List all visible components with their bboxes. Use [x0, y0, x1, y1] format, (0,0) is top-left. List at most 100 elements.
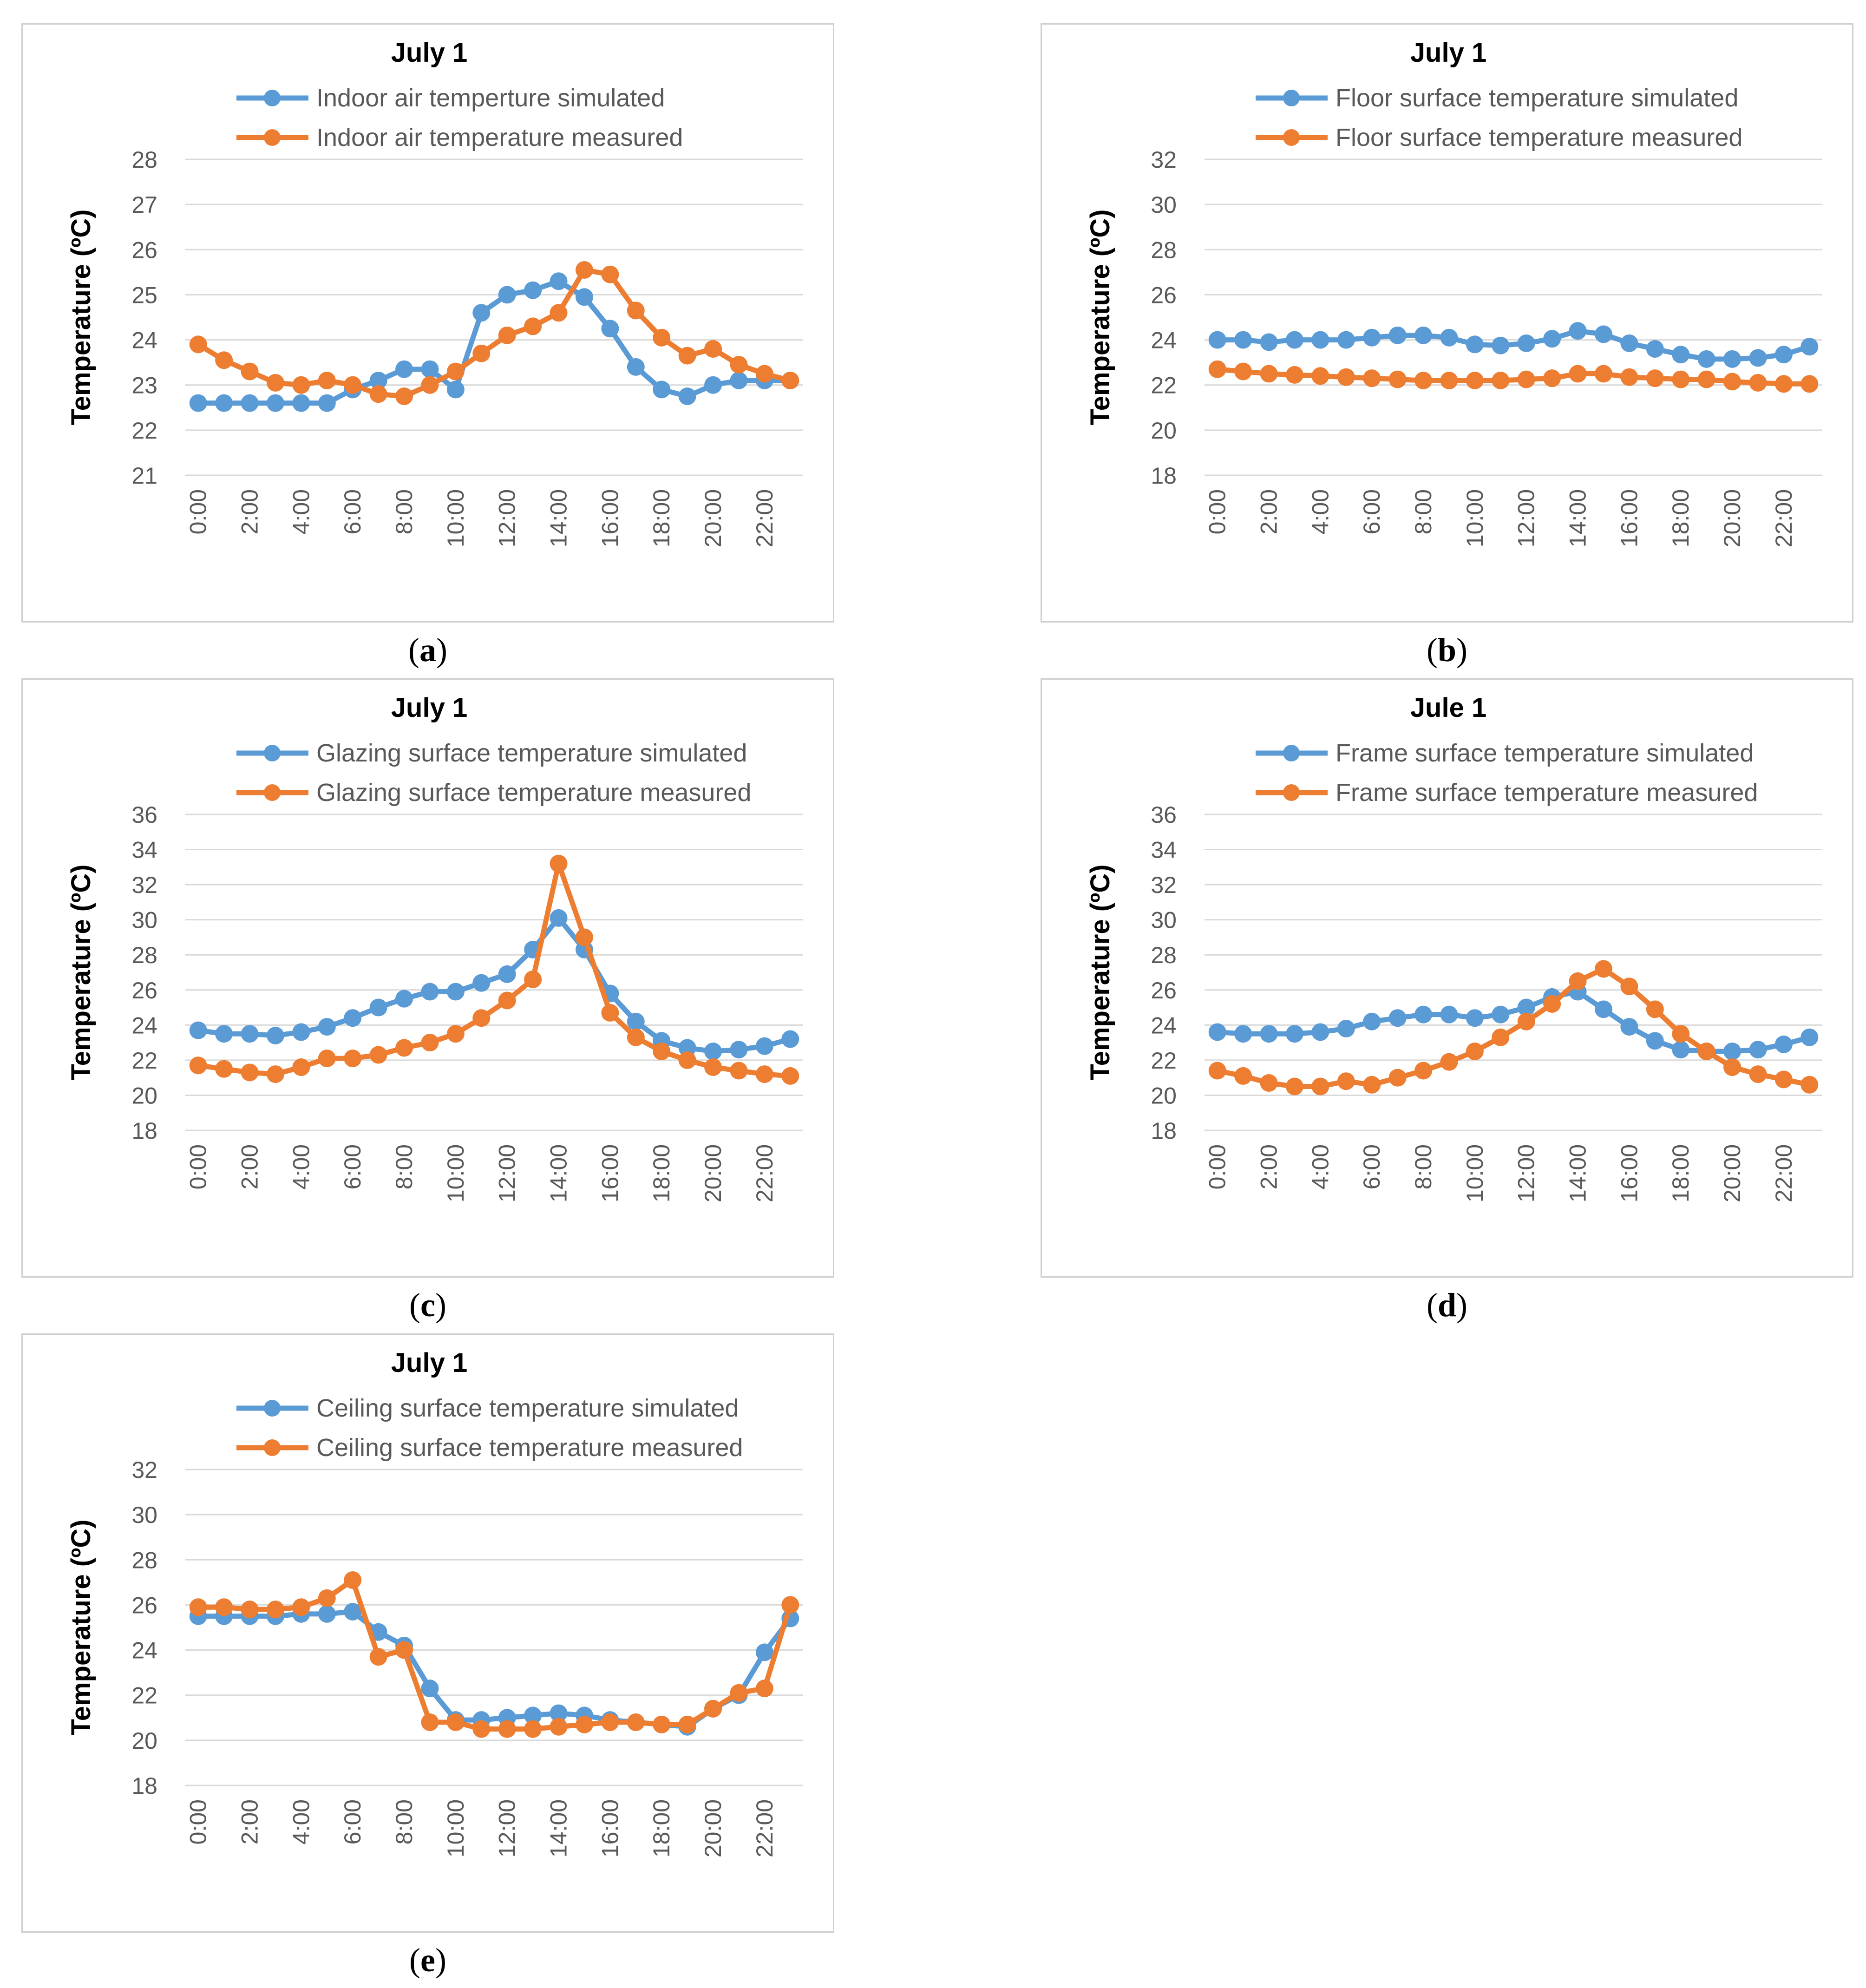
x-tick-label: 12:00 — [494, 489, 520, 547]
y-tick-label: 20 — [131, 1083, 157, 1109]
data-point — [627, 302, 645, 320]
x-tick-label: 8:00 — [391, 1799, 417, 1844]
series-line — [198, 1609, 792, 1730]
legend-label: Frame surface temperature simulated — [1336, 739, 1754, 767]
y-tick-label: 34 — [131, 837, 157, 863]
data-point — [421, 376, 439, 394]
data-point — [318, 394, 336, 412]
data-point — [1672, 1025, 1690, 1043]
series-measured — [1208, 960, 1819, 1096]
y-tick-label: 27 — [131, 192, 157, 218]
data-point — [498, 1720, 516, 1738]
data-point — [266, 394, 284, 412]
data-point — [1672, 370, 1690, 388]
x-tick-label: 16:00 — [597, 1799, 623, 1857]
data-point — [704, 340, 722, 358]
y-tick-label: 20 — [131, 1728, 157, 1754]
x-tick-label: 18:00 — [648, 1144, 674, 1202]
data-point — [627, 1713, 645, 1731]
y-tick-label: 18 — [131, 1118, 157, 1144]
data-point — [1363, 1012, 1381, 1030]
data-point — [241, 1601, 259, 1619]
y-tick-label: 30 — [1151, 192, 1177, 218]
legend-entry: Ceiling surface temperature measured — [236, 1434, 743, 1462]
data-point — [1801, 1028, 1819, 1046]
chart-a: July 1 Indoor air temperture simulated Ind… — [66, 38, 803, 547]
x-tick-label: 12:00 — [494, 1799, 520, 1857]
legend-label: Ceiling surface temperature measured — [316, 1434, 743, 1462]
x-tick-label: 18:00 — [648, 1799, 674, 1857]
chart-title: Jule 1 — [1410, 693, 1486, 723]
chart-panel-b: July 1 Floor surface temperature simulate… — [1041, 23, 1853, 623]
data-point — [1388, 370, 1407, 388]
data-point — [1208, 1023, 1226, 1041]
series-line — [1217, 367, 1810, 387]
data-point — [524, 317, 542, 335]
data-point — [1774, 375, 1793, 393]
data-point — [1543, 330, 1561, 348]
data-point — [1414, 372, 1433, 389]
data-point — [524, 1720, 542, 1738]
data-point — [575, 261, 593, 279]
data-point — [1594, 365, 1612, 383]
data-point — [550, 1704, 568, 1722]
data-point — [601, 1004, 619, 1022]
data-point — [241, 394, 259, 412]
data-point — [421, 1034, 439, 1052]
series-simulated — [1208, 322, 1819, 368]
data-point — [266, 374, 284, 392]
data-point — [1723, 350, 1742, 368]
x-tick-label: 8:00 — [1410, 489, 1436, 534]
series-measured — [189, 261, 799, 405]
x-tick-label: 0:00 — [1205, 1144, 1231, 1189]
data-point — [369, 998, 387, 1017]
series-line — [197, 861, 791, 1079]
data-point — [730, 372, 748, 389]
data-point — [678, 1715, 696, 1733]
panel-label-e: (e) — [409, 1942, 446, 1979]
data-point — [1440, 372, 1458, 389]
data-point — [446, 362, 465, 381]
data-point — [1363, 328, 1381, 347]
legend-entry: Glazing surface temperature measured — [236, 779, 751, 807]
panel-label-a: (a) — [408, 631, 447, 669]
data-point — [755, 1680, 773, 1698]
legend-entry: Ceiling surface temperature simulated — [236, 1394, 739, 1422]
data-point — [1774, 346, 1793, 364]
y-tick-label: 28 — [1151, 942, 1177, 968]
data-point — [653, 1715, 671, 1733]
data-point — [344, 1050, 362, 1068]
x-tick-label: 18:00 — [648, 489, 674, 547]
data-point — [755, 1037, 773, 1055]
data-point — [1208, 331, 1226, 349]
legend-entry: Frame surface temperature simulated — [1256, 739, 1754, 767]
y-tick-label: 20 — [1151, 1083, 1177, 1109]
data-point — [1208, 1062, 1226, 1080]
x-tick-label: 14:00 — [546, 1799, 572, 1857]
y-tick-label: 32 — [131, 872, 157, 898]
y-tick-label: 26 — [131, 978, 157, 1004]
data-point — [550, 1718, 568, 1736]
data-point — [1646, 340, 1664, 358]
y-tick-label: 24 — [131, 328, 157, 354]
data-point — [550, 909, 568, 927]
legend-label: Floor surface temperature simulated — [1336, 84, 1738, 112]
data-point — [704, 1043, 722, 1060]
data-point — [781, 372, 799, 389]
data-point — [1697, 1043, 1715, 1060]
data-point — [653, 381, 671, 399]
y-tick-label: 24 — [131, 1638, 157, 1664]
data-point — [446, 1713, 465, 1731]
x-tick-label: 2:00 — [237, 1799, 263, 1844]
data-point — [472, 304, 491, 322]
data-point — [1594, 960, 1612, 978]
y-tick-label: 34 — [1151, 837, 1177, 863]
data-point — [1646, 1032, 1664, 1050]
data-point — [524, 971, 542, 989]
x-tick-label: 6:00 — [340, 489, 366, 534]
series-simulated — [189, 272, 799, 412]
data-point — [1285, 366, 1303, 384]
x-tick-label: 10:00 — [443, 1144, 469, 1202]
data-point — [524, 1706, 542, 1725]
data-point — [1749, 349, 1767, 367]
